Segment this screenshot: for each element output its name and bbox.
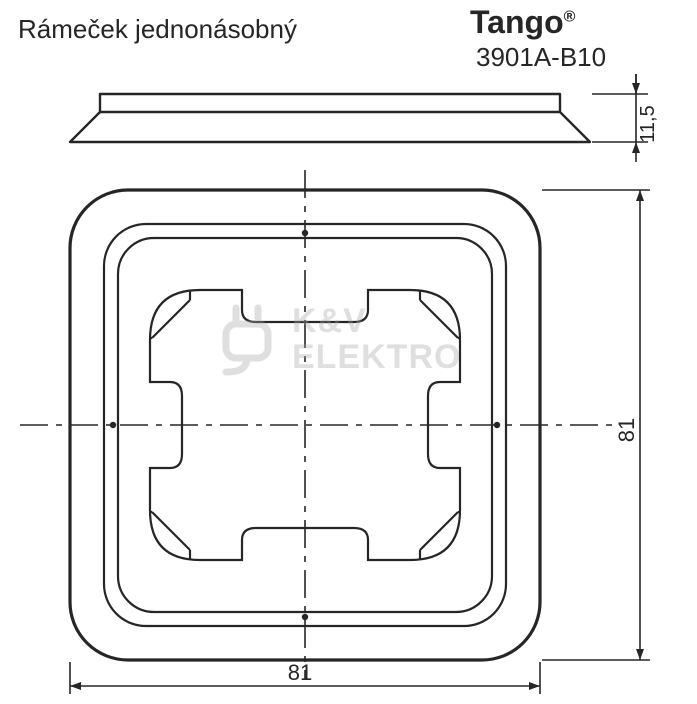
title-brand: Tango® [470, 4, 575, 41]
dimension-depth-label: 11,5 [637, 105, 659, 142]
title-model: 3901A-B10 [476, 42, 606, 73]
watermark-logo-icon [212, 302, 282, 378]
dimension-height-label: 81 [614, 418, 639, 442]
dimension-width-label: 81 [288, 660, 312, 685]
watermark: K&V ELEKTRO [212, 302, 461, 378]
watermark-line1: K&V [292, 304, 461, 340]
side-view [70, 94, 590, 142]
brand-name: Tango [470, 4, 564, 40]
registered-mark: ® [564, 8, 576, 25]
title-left: Rámeček jednonásobný [18, 14, 297, 45]
centerlines [20, 170, 620, 680]
watermark-line2: ELEKTRO [292, 340, 461, 376]
